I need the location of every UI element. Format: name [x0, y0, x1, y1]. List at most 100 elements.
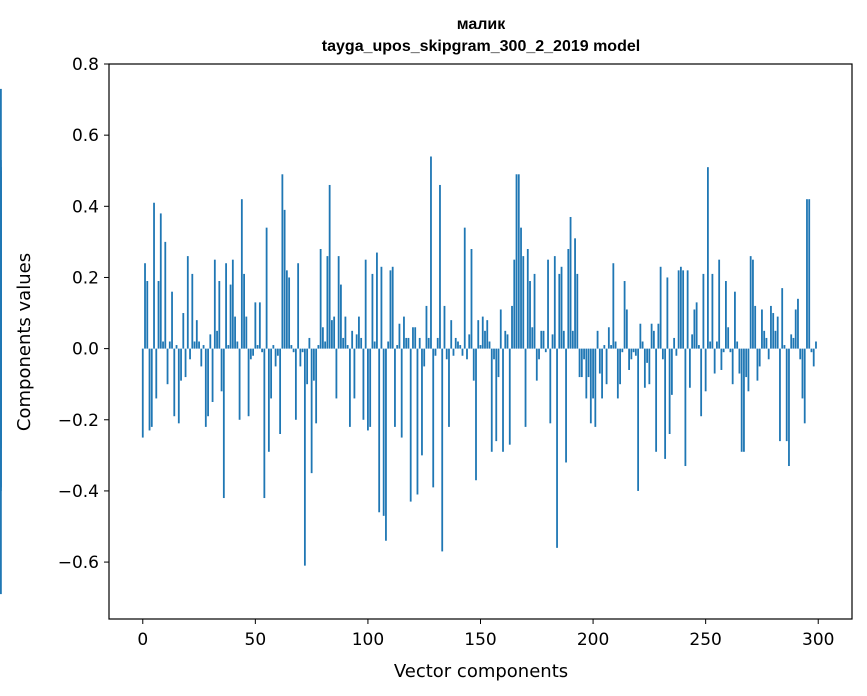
bar — [571, 330, 574, 349]
bar — [281, 174, 284, 349]
bar — [425, 305, 428, 349]
bar — [675, 348, 678, 356]
bar — [182, 313, 185, 349]
bar — [574, 238, 576, 349]
bar — [452, 348, 455, 356]
bar — [497, 348, 500, 378]
y-axis-label: Components values — [14, 253, 35, 431]
bar — [421, 348, 423, 456]
bar — [756, 348, 759, 381]
bar — [700, 348, 703, 417]
bar — [513, 259, 516, 349]
bar — [371, 273, 374, 349]
bar — [810, 348, 813, 353]
bar — [594, 348, 597, 427]
bar — [349, 348, 351, 427]
bar — [416, 348, 419, 495]
bar — [628, 348, 630, 370]
bar — [216, 330, 218, 349]
bar — [218, 281, 221, 349]
bar — [707, 167, 709, 349]
bar — [542, 330, 545, 349]
bar — [436, 337, 439, 349]
bar — [403, 316, 405, 349]
bar — [477, 320, 480, 349]
bar — [668, 348, 671, 434]
bar — [713, 348, 716, 374]
bar — [722, 348, 725, 353]
bar — [191, 273, 194, 349]
bar — [445, 348, 448, 360]
bar — [333, 316, 336, 349]
bar — [736, 341, 739, 349]
bar — [686, 270, 689, 349]
bar — [709, 341, 712, 349]
bar — [677, 270, 680, 349]
bar — [312, 348, 315, 381]
bar — [562, 330, 565, 349]
bar — [193, 341, 196, 349]
bar — [553, 256, 556, 349]
bar — [605, 348, 608, 385]
bar — [454, 337, 457, 349]
bar — [812, 348, 815, 367]
bar — [650, 323, 653, 349]
bar — [326, 256, 329, 349]
bar — [387, 341, 390, 349]
bar — [290, 345, 293, 349]
bar — [740, 348, 743, 452]
bar — [274, 348, 277, 367]
bar — [785, 348, 788, 442]
bar — [745, 348, 748, 378]
x-tick-label: 100 — [352, 630, 384, 650]
bar — [362, 348, 365, 420]
bar — [207, 348, 209, 417]
bar — [337, 256, 340, 349]
bar — [556, 348, 558, 548]
bar — [729, 348, 732, 353]
bar — [547, 259, 549, 349]
bar — [198, 341, 200, 349]
bar — [234, 316, 236, 349]
bar — [328, 184, 331, 349]
bar — [0, 320, 2, 349]
bar — [569, 216, 572, 349]
bar — [481, 316, 484, 349]
bar — [398, 323, 401, 349]
y-tick-label: 0.8 — [72, 55, 99, 75]
bar — [276, 348, 279, 356]
bar — [803, 348, 806, 424]
bar — [407, 337, 410, 349]
bar — [684, 348, 687, 467]
bar — [801, 348, 804, 399]
bar — [245, 316, 248, 349]
bar — [360, 337, 363, 349]
bar — [520, 227, 522, 349]
chart-subtitle: tayga_upos_skipgram_300_2_2019 model — [322, 38, 640, 55]
bar — [625, 309, 628, 349]
bar — [0, 213, 2, 349]
bar — [315, 348, 318, 424]
bar — [270, 348, 273, 399]
bar — [619, 348, 621, 385]
bar — [162, 341, 164, 349]
y-tick-label: 0.2 — [72, 268, 99, 288]
bar — [693, 309, 696, 349]
x-tick-label: 0 — [137, 630, 148, 650]
bar — [227, 345, 230, 349]
bar — [164, 241, 167, 349]
bar — [583, 348, 585, 360]
bar — [159, 213, 162, 349]
bar — [144, 263, 146, 349]
bar — [524, 348, 527, 427]
bar — [508, 348, 511, 445]
bar — [806, 199, 808, 349]
bar — [461, 348, 464, 356]
bar — [799, 348, 802, 360]
bar — [229, 284, 232, 349]
bar — [249, 348, 252, 360]
bar — [670, 348, 673, 395]
bar — [373, 341, 376, 349]
bar — [256, 345, 259, 349]
